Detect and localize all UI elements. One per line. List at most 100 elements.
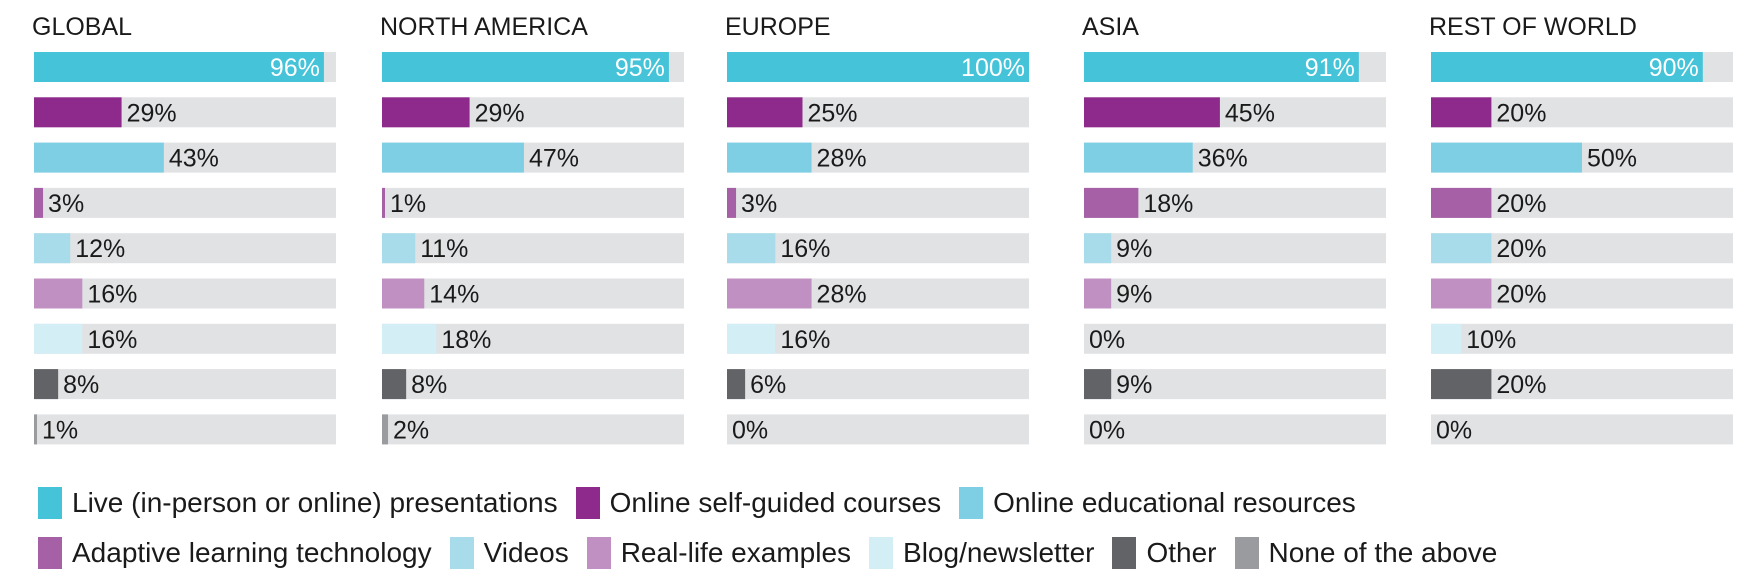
legend-swatch [1112,537,1137,569]
bar-track [34,369,336,400]
bar [1431,278,1492,309]
data-label: 20% [1496,371,1546,399]
bar [727,142,812,173]
bar-track [34,414,336,445]
data-label: 8% [411,371,447,399]
bar [34,323,83,354]
bar-track [382,187,684,218]
bar [382,97,470,128]
bar [727,233,776,264]
bar-track [1084,233,1386,264]
legend-label: Online educational resources [993,487,1356,518]
legend-label: Other [1146,537,1217,568]
data-label: 20% [1496,190,1546,218]
bar [727,278,812,309]
bar [1431,142,1582,173]
legend-swatch [38,487,62,519]
bar-track [1084,369,1386,400]
bar [1084,52,1359,82]
bar-track [34,233,336,264]
bar-track [1084,323,1386,354]
bar [382,323,437,354]
legend-swatch [1234,537,1259,569]
bar-track [727,187,1029,218]
data-label: 95% [615,54,665,82]
data-label: 0% [1089,416,1125,444]
legend-label: Real-life examples [620,537,852,568]
legend-label: Videos [483,537,569,568]
bar-track [382,278,684,309]
panel-title: NORTH AMERICA [380,13,588,41]
bar [1084,97,1220,128]
bar [34,369,59,400]
bar-track [1431,323,1733,354]
bar [727,52,1029,82]
data-label: 28% [817,145,867,173]
bar [727,323,776,354]
data-label: 16% [87,326,137,354]
data-label: 96% [270,54,320,82]
bar-track [382,369,684,400]
legend-swatch [586,537,611,569]
data-label: 100% [961,54,1025,82]
legend-label: Online self-guided courses [609,487,942,518]
data-label: 20% [1496,235,1546,263]
panel-0: GLOBAL 96% 29% 43% 3% 12% 16% 16% 8% 1% [32,13,336,445]
bar [1431,187,1492,218]
panel-3: ASIA 91% 45% 36%18% 9% 9% 0% 9% 0% [1082,13,1386,445]
bar [34,52,324,82]
bar [382,278,425,309]
data-label: 18% [1143,190,1193,218]
data-label: 90% [1649,54,1699,82]
data-label: 2% [393,416,429,444]
data-label: 29% [475,99,525,127]
bar-track [1084,414,1386,445]
data-label: 16% [780,235,830,263]
bar [727,369,746,400]
legend-item: Live (in-person or online) presentations [38,487,558,519]
data-label: 20% [1496,99,1546,127]
data-label: 45% [1225,99,1275,127]
data-label: 11% [420,235,468,263]
legend-swatch [449,537,474,569]
bar [34,233,71,264]
bar-track [382,414,684,445]
legend-item: Online self-guided courses [575,487,942,519]
legend-item: Blog/newsletter [869,537,1094,569]
panel-title: EUROPE [725,13,831,41]
bar [1084,278,1112,309]
data-label: 20% [1496,281,1546,309]
data-label: 12% [75,235,125,263]
bar-track [34,278,336,309]
legend-row: Adaptive learning technology Videos Real-l… [38,528,1738,578]
bar [1431,369,1492,400]
bar [1084,369,1112,400]
data-label: 91% [1305,54,1355,82]
legend-label: Adaptive learning technology [72,537,432,568]
data-label: 10% [1466,326,1516,354]
bar [382,187,386,218]
bar [382,369,407,400]
data-label: 16% [87,281,137,309]
data-label: 9% [1116,235,1152,263]
bar-track [727,369,1029,400]
bar [34,187,44,218]
legend-item: Online educational resources [959,487,1356,519]
bar [34,142,164,173]
data-label: 43% [169,145,219,173]
bar [1084,142,1193,173]
legend-swatch [38,537,62,569]
bar [1431,52,1703,82]
bar-track [34,323,336,354]
bar [34,278,83,309]
data-label: 1% [42,416,78,444]
data-label: 1% [390,190,426,218]
data-label: 0% [1089,326,1125,354]
bar [1431,323,1462,354]
legend-label: Blog/newsletter [903,537,1095,568]
bar [382,414,389,445]
data-label: 0% [732,416,768,444]
bar-track [34,187,336,218]
bar [1084,233,1112,264]
